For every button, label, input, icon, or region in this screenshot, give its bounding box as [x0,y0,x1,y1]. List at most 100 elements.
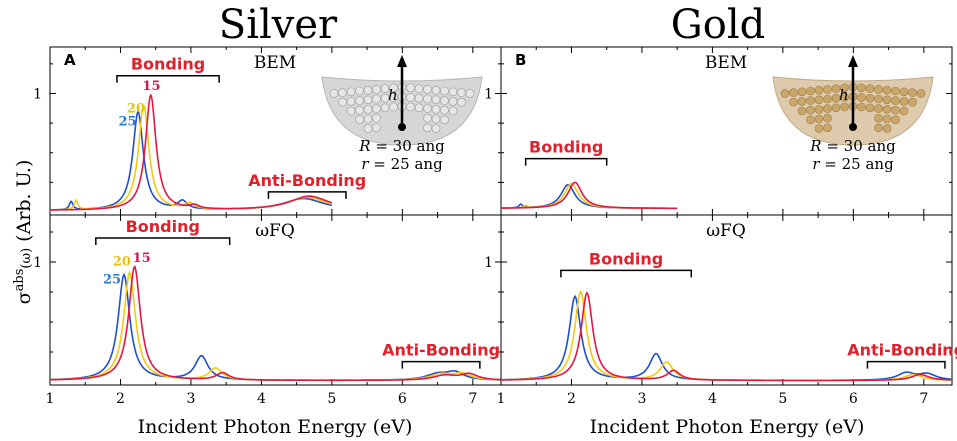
x-tick-label: 6 [849,391,858,407]
atom-sphere [806,86,815,96]
atom-sphere [355,105,364,115]
atom-sphere [346,106,356,116]
x-tick-label: 1 [46,391,55,407]
atom-sphere [440,86,449,96]
atom-sphere [874,104,883,113]
atom-sphere [423,113,432,123]
x-tick-label: 7 [468,391,477,407]
atom-sphere [865,103,875,113]
y-tick-label: 1 [33,255,42,271]
atom-sphere [389,83,398,93]
atom-sphere [789,88,798,97]
title-gold: Gold [671,2,765,48]
atom-sphere [831,93,841,103]
atom-sphere [465,89,475,98]
center-dot [398,123,406,131]
panel-D: 1 1 2 3 4 5 6 7 ωFQ Bonding Anti-Bonding [484,214,957,407]
series-line-15 [500,181,678,210]
atom-sphere [380,103,390,113]
atom-sphere [363,85,373,95]
atom-sphere [814,95,824,105]
atom-sphere [814,105,824,114]
radius-outer-text: R = 30 ang [358,137,445,155]
atom-sphere [891,105,900,115]
x-tick-label: 5 [778,391,787,407]
peak-label-25: 25 [118,114,136,129]
title-silver: Silver [219,2,338,48]
series-line-25 [501,183,678,210]
atom-sphere [882,95,892,105]
atom-sphere [797,87,807,97]
panel-C: 1 1 2 3 4 5 6 7 ωFQ Bonding Anti-Bonding 25 20 15 [33,214,502,407]
atom-sphere [448,87,458,97]
atom-sphere [363,105,373,114]
atom-sphere [899,106,909,116]
peak-label-20: 20 [113,255,131,270]
atom-sphere [372,94,381,104]
atom-sphere [806,105,815,115]
atom-sphere [355,96,364,105]
atom-sphere [823,104,832,113]
atom-sphere [831,84,841,93]
radius-inner-text: r = 25 ang [812,155,894,173]
annotation-label: Anti-Bonding [847,341,957,360]
atom-sphere [423,94,432,104]
atom-sphere [448,106,458,116]
h-arrow-head [848,55,858,67]
atom-sphere [874,85,883,94]
peak-label-15: 15 [142,79,160,94]
atom-sphere [908,97,917,107]
annotation-label: Anti-Bonding [382,341,500,360]
atom-sphere [899,97,909,106]
atom-sphere [891,115,900,125]
atom-sphere [457,88,466,97]
atom-sphere [372,123,381,133]
atom-sphere [916,89,926,98]
atom-sphere [414,93,424,103]
atom-sphere [882,114,892,124]
annotation-bracket [267,191,347,199]
x-tick-label: 2 [567,391,576,407]
method-label: ωFQ [255,221,295,241]
annotation-bracket [401,360,481,369]
atom-sphere [363,114,373,124]
atom-sphere [823,85,832,94]
y-tick-label: 1 [33,86,42,102]
atom-sphere [448,97,458,106]
atom-sphere [814,85,824,95]
atom-sphere [406,83,415,93]
annotation-label: Anti-Bonding [248,171,366,190]
atom-sphere [840,102,849,112]
atom-sphere [874,94,883,104]
series-line-20 [49,104,333,211]
atom-sphere [780,89,790,98]
annotation-label: Bonding [126,217,200,236]
atom-sphere [363,124,373,133]
atom-sphere [329,89,339,98]
atom-sphere [865,93,875,103]
atom-sphere [389,93,398,102]
series-line-25 [500,294,953,382]
atom-sphere [423,104,432,113]
atom-sphere [346,97,356,106]
atom-sphere [423,123,432,133]
method-label: BEM [254,53,296,73]
series-line-25 [49,110,333,211]
atom-sphere [908,88,917,97]
atom-sphere [857,102,866,112]
atom-sphere [857,83,866,93]
atom-sphere [380,93,390,103]
atom-sphere [338,97,347,107]
annotation-label: Bonding [589,249,663,268]
atom-sphere [406,93,415,102]
panel-frame [500,214,953,386]
annotation-bracket [116,74,220,83]
atom-sphere [891,96,900,105]
x-tick-label: 4 [708,391,717,407]
atom-sphere [891,86,900,96]
